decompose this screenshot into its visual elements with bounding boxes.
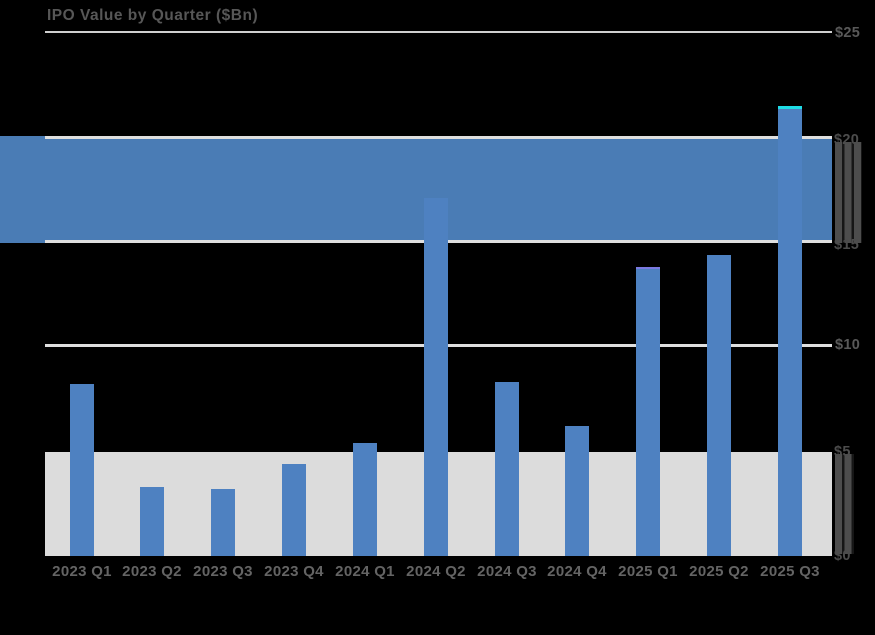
y-tick-label-5: $5	[834, 444, 851, 460]
y-label-smear-20-15: $20 $15	[834, 132, 863, 253]
x-tick-label: 2024 Q4	[547, 563, 607, 580]
bar-2025-q3	[778, 106, 802, 556]
y-label-smear-5-0: $5 $0	[834, 444, 855, 564]
bar-2023-q1	[70, 384, 94, 556]
x-tick-label: 2023 Q4	[264, 563, 324, 580]
chart-title: IPO Value by Quarter ($Bn)	[47, 7, 259, 24]
bar-tip-highlight	[778, 106, 802, 109]
y-tick-label-15: $15	[834, 237, 860, 253]
x-tick-label: 2024 Q1	[335, 563, 395, 580]
x-tick-label: 2024 Q2	[406, 563, 466, 580]
y-tick-label-20: $20	[834, 132, 860, 148]
x-tick-label: 2025 Q1	[618, 563, 678, 580]
y-tick-label-25: $25	[835, 25, 861, 41]
bar-2023-q4	[282, 464, 306, 556]
bar-2024-q2	[424, 198, 448, 556]
bar-2024-q1	[353, 443, 377, 556]
x-tick-label: 2024 Q3	[477, 563, 537, 580]
bar-2024-q4	[565, 426, 589, 556]
bar-2025-q2	[707, 255, 731, 556]
gridline-20	[45, 136, 832, 139]
x-tick-label: 2023 Q1	[52, 563, 112, 580]
gridline-25	[45, 31, 832, 33]
bar-tip-highlight	[636, 267, 660, 269]
x-tick-label: 2023 Q3	[193, 563, 253, 580]
y-tick-label-10: $10	[835, 337, 861, 353]
smear-stripes	[835, 142, 862, 243]
bar-2024-q3	[495, 382, 519, 556]
smear-stripes	[835, 454, 854, 554]
bar-2023-q3	[211, 489, 235, 556]
bar-2025-q1	[636, 267, 660, 556]
y-tick-label-0: $0	[834, 548, 851, 564]
x-tick-label: 2025 Q3	[760, 563, 820, 580]
x-tick-label: 2023 Q2	[122, 563, 182, 580]
bar-2023-q2	[140, 487, 164, 556]
x-tick-label: 2025 Q2	[689, 563, 749, 580]
blue-smear-band	[0, 136, 832, 243]
